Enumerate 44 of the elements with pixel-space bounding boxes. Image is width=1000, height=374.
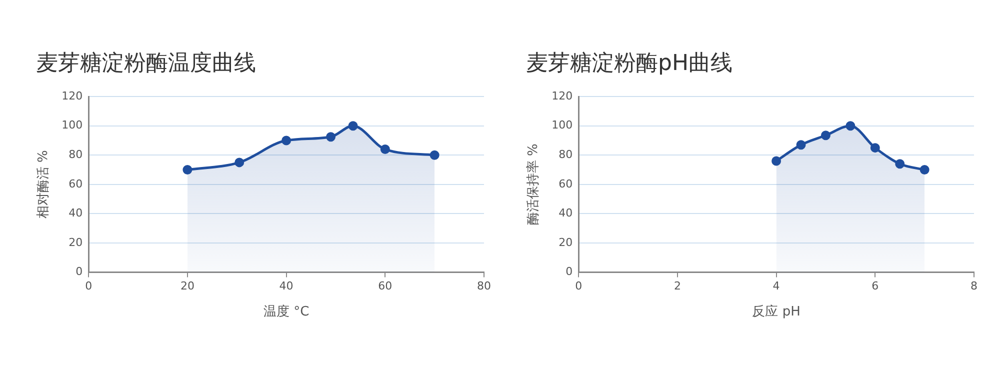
point <box>380 144 390 154</box>
point <box>895 159 905 169</box>
y-axis-title: 相对酶活 % <box>36 150 52 219</box>
point <box>234 158 244 168</box>
y-tick-label: 120 <box>552 89 573 102</box>
point <box>870 143 880 153</box>
x-tick-label: 60 <box>378 280 392 293</box>
x-tick-label: 0 <box>85 280 92 293</box>
y-tick-label: 20 <box>68 236 83 249</box>
x-tick-label: 4 <box>772 280 780 293</box>
y-tick-label: 120 <box>62 89 83 102</box>
y-tick-label: 20 <box>558 236 573 249</box>
y-tick-label: 40 <box>68 206 83 220</box>
x-tick-label: 6 <box>872 280 879 293</box>
point <box>920 165 930 175</box>
point <box>326 132 336 142</box>
y-tick-label: 60 <box>68 177 83 190</box>
y-tick-label: 80 <box>68 148 83 161</box>
chart-title: 麦芽糖淀粉酶温度曲线 <box>35 50 257 78</box>
y-axis-title: 酶活保持率 % <box>525 144 542 226</box>
point <box>282 136 292 146</box>
x-axis-title: 温度 °C <box>263 304 310 320</box>
x-tick-label: 20 <box>180 280 194 293</box>
x-tick-label: 8 <box>970 280 978 293</box>
point <box>772 156 782 166</box>
y-tick-label: 100 <box>62 118 83 132</box>
y-tick-label: 80 <box>558 148 573 161</box>
point <box>430 150 440 160</box>
y-tick-label: 40 <box>558 206 573 220</box>
x-tick-label: 80 <box>477 280 491 293</box>
point <box>846 121 856 131</box>
chart-title: 麦芽糖淀粉酶pH曲线 <box>525 50 734 78</box>
point <box>348 121 358 131</box>
x-axis-title: 反应 pH <box>752 304 800 320</box>
x-tick-label: 2 <box>674 280 681 293</box>
x-tick-label: 40 <box>279 280 294 293</box>
y-tick-label: 60 <box>558 177 573 190</box>
y-tick-label: 0 <box>76 265 83 278</box>
y-tick-label: 0 <box>566 265 573 278</box>
point <box>820 130 830 140</box>
point <box>182 165 192 175</box>
x-tick-label: 0 <box>575 280 582 293</box>
point <box>796 140 806 150</box>
y-tick-label: 100 <box>552 118 573 132</box>
